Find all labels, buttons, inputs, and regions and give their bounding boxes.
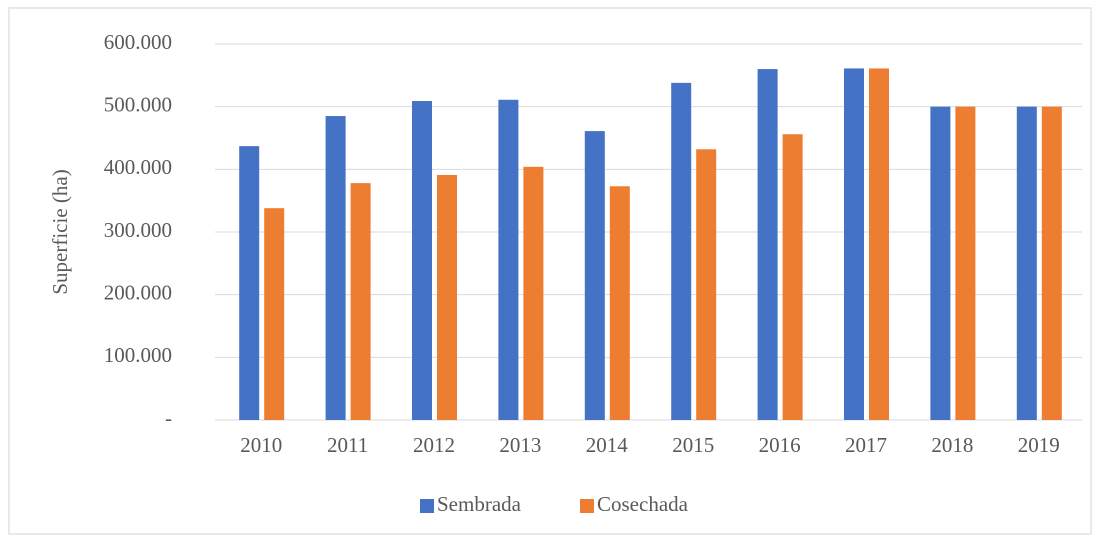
legend-label: Cosechada	[597, 492, 689, 516]
y-tick-label: 100.000	[104, 343, 172, 367]
y-tick-label: 500.000	[104, 92, 172, 116]
x-tick-label: 2019	[1018, 433, 1060, 457]
y-axis-title: Superficie (ha)	[48, 169, 72, 294]
x-tick-label: 2010	[240, 433, 282, 457]
x-tick-label: 2014	[586, 433, 629, 457]
x-tick-label: 2016	[759, 433, 801, 457]
bar	[264, 208, 285, 420]
bar	[696, 149, 717, 420]
bar	[412, 101, 432, 420]
bar	[523, 166, 544, 420]
x-tick-label: 2011	[327, 433, 368, 457]
bar	[869, 68, 889, 420]
bar	[844, 68, 864, 420]
y-tick-label: -	[165, 406, 172, 430]
legend-swatch	[420, 499, 434, 513]
bar	[955, 106, 976, 421]
bar	[1016, 106, 1037, 421]
x-tick-label: 2015	[672, 433, 714, 457]
bar	[584, 131, 605, 420]
y-tick-label: 200.000	[104, 280, 172, 304]
x-tick-label: 2018	[931, 433, 973, 457]
bar	[609, 186, 630, 420]
bar	[782, 134, 803, 421]
bar	[350, 183, 371, 420]
y-tick-label: 400.000	[104, 155, 172, 179]
bar	[239, 146, 260, 420]
bar	[1041, 106, 1062, 421]
bar	[930, 106, 951, 421]
legend-swatch	[580, 499, 594, 513]
bar	[437, 174, 457, 420]
y-tick-label: 600.000	[104, 30, 172, 54]
legend-label: Sembrada	[437, 492, 522, 516]
bar	[325, 116, 346, 421]
x-tick-label: 2017	[845, 433, 887, 457]
x-tick-label: 2012	[413, 433, 455, 457]
bar	[757, 69, 778, 421]
x-tick-label: 2013	[499, 433, 541, 457]
bar	[671, 82, 692, 420]
bar	[498, 99, 519, 421]
y-tick-label: 300.000	[104, 218, 172, 242]
chart-frame	[8, 7, 1092, 535]
